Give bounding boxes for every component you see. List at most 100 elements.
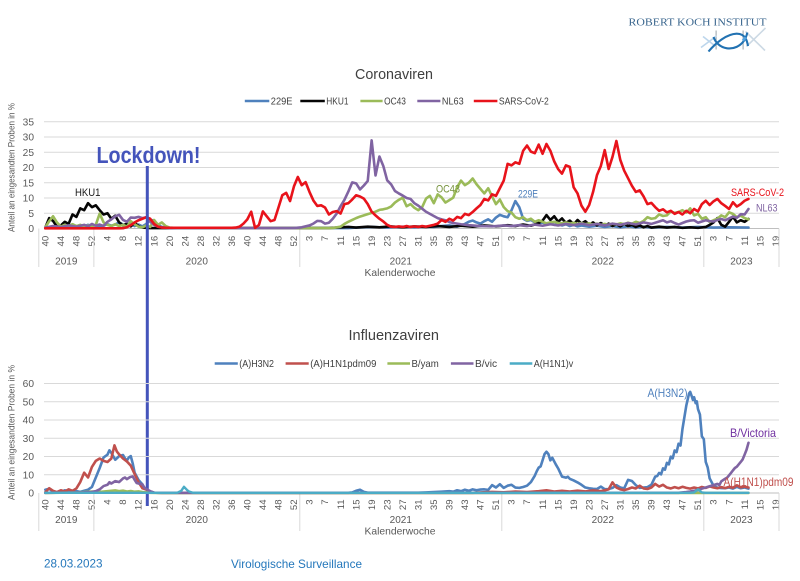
svg-text:A(H1N1)pdm09: A(H1N1)pdm09 — [724, 475, 794, 489]
svg-text:12: 12 — [134, 236, 145, 247]
svg-text:15: 15 — [755, 499, 766, 510]
svg-text:24: 24 — [180, 235, 191, 246]
svg-text:28: 28 — [196, 236, 207, 247]
svg-text:A(H3N2): A(H3N2) — [648, 386, 688, 400]
svg-text:0: 0 — [28, 489, 34, 500]
svg-text:11: 11 — [336, 499, 347, 509]
svg-text:43: 43 — [460, 236, 471, 247]
svg-text:7: 7 — [320, 236, 331, 241]
svg-text:5: 5 — [28, 209, 34, 220]
svg-text:3: 3 — [305, 236, 316, 241]
svg-text:15: 15 — [553, 499, 564, 510]
svg-text:7: 7 — [522, 499, 533, 504]
svg-text:Anteil an eingesandten Proben: Anteil an eingesandten Proben in % — [7, 103, 18, 232]
svg-text:3: 3 — [507, 236, 518, 241]
svg-text:39: 39 — [647, 236, 658, 247]
svg-text:2021: 2021 — [390, 256, 413, 267]
svg-text:44: 44 — [56, 235, 67, 246]
svg-text:7: 7 — [320, 499, 331, 504]
svg-text:40: 40 — [41, 499, 52, 510]
svg-text:28.03.2023: 28.03.2023 — [44, 557, 103, 571]
svg-text:16: 16 — [149, 499, 160, 510]
svg-text:2020: 2020 — [186, 256, 209, 267]
svg-text:229E: 229E — [518, 189, 538, 201]
svg-text:40: 40 — [23, 416, 35, 427]
svg-text:20: 20 — [165, 236, 176, 247]
svg-text:(A)H1N1pdm09: (A)H1N1pdm09 — [310, 358, 376, 370]
svg-text:39: 39 — [445, 499, 456, 510]
svg-text:11: 11 — [538, 236, 549, 246]
svg-text:2020: 2020 — [186, 515, 209, 526]
svg-text:8: 8 — [118, 236, 129, 241]
svg-text:11: 11 — [538, 499, 549, 509]
svg-text:2021: 2021 — [390, 515, 413, 526]
svg-text:44: 44 — [258, 235, 269, 246]
svg-text:47: 47 — [476, 236, 487, 247]
svg-text:19: 19 — [771, 236, 782, 247]
svg-text:19: 19 — [367, 236, 378, 247]
svg-text:23: 23 — [584, 499, 595, 510]
svg-text:27: 27 — [600, 236, 611, 247]
svg-text:HKU1: HKU1 — [326, 96, 348, 108]
svg-text:12: 12 — [134, 499, 145, 510]
svg-text:19: 19 — [771, 499, 782, 510]
svg-text:Influenzaviren: Influenzaviren — [349, 327, 440, 344]
svg-text:19: 19 — [569, 236, 580, 247]
svg-text:OC43: OC43 — [384, 96, 406, 108]
svg-text:Lockdown!: Lockdown! — [97, 142, 201, 168]
svg-text:15: 15 — [755, 236, 766, 247]
svg-text:48: 48 — [274, 236, 285, 247]
svg-text:40: 40 — [41, 236, 52, 247]
svg-text:52: 52 — [87, 236, 98, 247]
svg-text:A(H1N1)v: A(H1N1)v — [534, 358, 574, 370]
svg-text:39: 39 — [647, 499, 658, 510]
svg-text:43: 43 — [662, 499, 673, 510]
svg-text:44: 44 — [56, 499, 67, 510]
svg-text:47: 47 — [476, 499, 487, 510]
svg-text:28: 28 — [196, 499, 207, 510]
svg-text:3: 3 — [507, 499, 518, 504]
svg-text:60: 60 — [23, 379, 35, 390]
svg-text:B/yam: B/yam — [412, 358, 440, 370]
svg-text:31: 31 — [413, 499, 424, 510]
svg-text:NL63: NL63 — [756, 203, 778, 215]
svg-text:B/Victoria: B/Victoria — [730, 426, 776, 440]
svg-text:52: 52 — [289, 499, 300, 510]
svg-text:15: 15 — [351, 236, 362, 247]
svg-text:10: 10 — [23, 194, 35, 205]
svg-text:35: 35 — [23, 117, 35, 128]
svg-text:48: 48 — [72, 236, 83, 247]
svg-text:11: 11 — [740, 236, 751, 246]
svg-text:NL63: NL63 — [442, 96, 464, 108]
svg-text:2023: 2023 — [730, 256, 753, 267]
svg-text:Coronaviren: Coronaviren — [355, 66, 433, 83]
svg-text:40: 40 — [243, 236, 254, 247]
svg-text:39: 39 — [445, 236, 456, 247]
svg-text:24: 24 — [180, 499, 191, 510]
svg-text:52: 52 — [87, 499, 98, 510]
svg-text:229E: 229E — [271, 96, 293, 108]
svg-text:OC43: OC43 — [436, 184, 460, 196]
svg-text:SARS-CoV-2: SARS-CoV-2 — [731, 187, 784, 199]
svg-text:36: 36 — [227, 236, 238, 247]
svg-text:50: 50 — [23, 397, 35, 408]
svg-text:32: 32 — [211, 499, 222, 510]
svg-text:2022: 2022 — [592, 256, 615, 267]
svg-text:3: 3 — [709, 499, 720, 504]
svg-text:35: 35 — [429, 236, 440, 247]
svg-text:36: 36 — [227, 499, 238, 510]
svg-text:31: 31 — [615, 236, 626, 247]
svg-text:20: 20 — [23, 452, 35, 463]
svg-text:7: 7 — [724, 236, 735, 241]
svg-text:(A)H3N2: (A)H3N2 — [239, 358, 274, 370]
svg-text:7: 7 — [724, 499, 735, 504]
svg-text:31: 31 — [413, 236, 424, 247]
svg-text:Kalenderwoche: Kalenderwoche — [365, 527, 436, 538]
svg-text:47: 47 — [678, 236, 689, 247]
svg-text:51: 51 — [693, 236, 704, 247]
svg-text:51: 51 — [693, 499, 704, 510]
svg-text:4: 4 — [103, 235, 114, 241]
svg-text:27: 27 — [398, 236, 409, 247]
svg-text:15: 15 — [23, 178, 35, 189]
svg-text:2019: 2019 — [55, 515, 78, 526]
